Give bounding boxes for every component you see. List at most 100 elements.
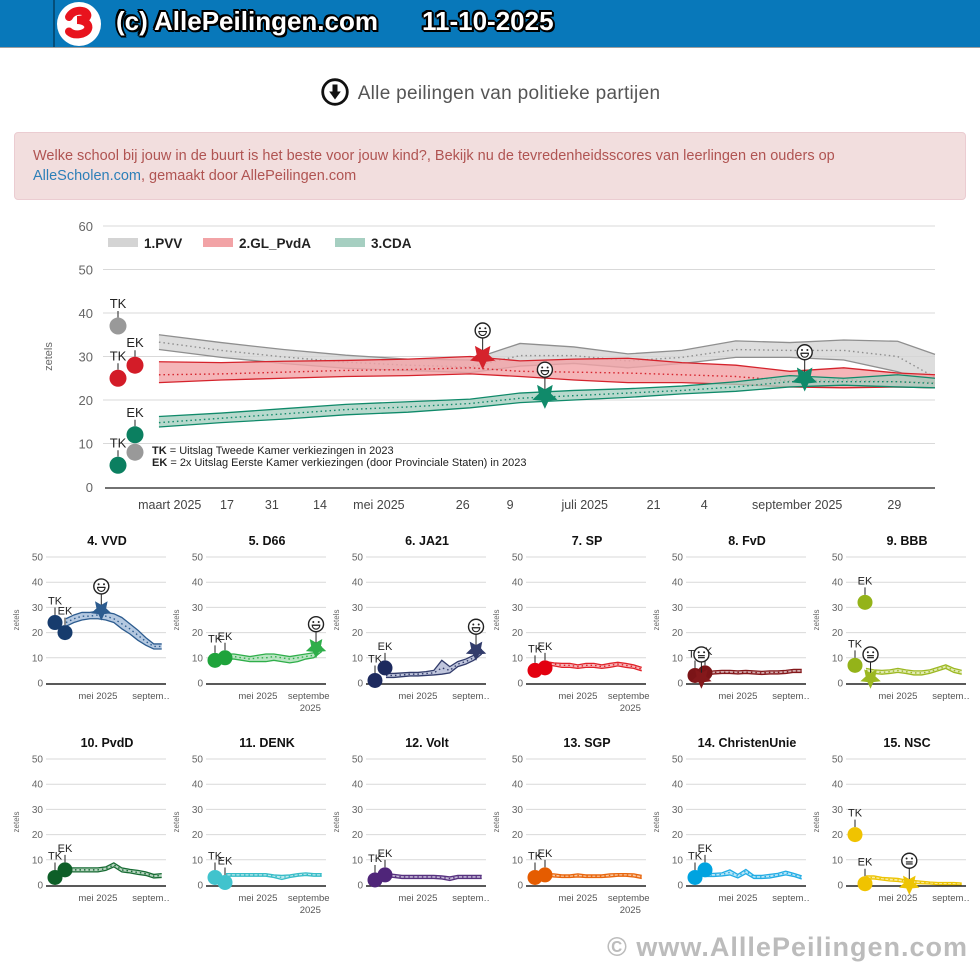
y-tick-label: 10	[352, 653, 364, 664]
party-chart-svg: 10. PvdD 0 10 20 30 40 50 zetels mei 2025 septem……	[12, 736, 173, 904]
ek-result-dot	[57, 625, 73, 641]
tk-ek-note: TK = Uitslag Tweede Kamer verkiezingen i…	[152, 445, 394, 457]
y-tick-label: 40	[672, 780, 684, 791]
y-tick-label: 60	[79, 219, 93, 234]
x-tick-label: mei 2025	[558, 691, 597, 702]
panel-title: 4. VVD	[87, 534, 127, 548]
x-tick-label: mei 2025	[398, 893, 437, 904]
y-axis-title: zetels	[12, 610, 21, 631]
tk-label: TK	[48, 850, 63, 862]
x-tick-label: mei 2025	[238, 691, 277, 702]
tk-label: TK	[110, 296, 127, 311]
main-chart-svg: 0 10 20 30 40 50 60 zetels 1.PVV 2.GL_PvdA 3.CDA ma…	[43, 219, 936, 512]
ek-label: EK	[538, 641, 553, 653]
party-panel-15-nsc: 15. NSC 0 10 20 30 40 50 zetels mei 2025 septem… T…	[810, 731, 973, 927]
logo-icon	[57, 2, 101, 46]
poll-average-line	[65, 614, 162, 648]
y-tick-label: 50	[192, 755, 204, 766]
party-panel-10-pvdd: 10. PvdD 0 10 20 30 40 50 zetels mei 2025 septem……	[10, 731, 173, 927]
ek-result-dot	[126, 426, 144, 444]
y-axis-title: zetels	[172, 812, 181, 833]
neutral-face-icon	[862, 646, 879, 663]
x-tick-label: septem…	[932, 691, 970, 702]
y-tick-label: 10	[32, 855, 44, 866]
tk-label: TK	[208, 850, 223, 862]
y-tick-label: 40	[352, 780, 364, 791]
party-chart-svg: 7. SP 0 10 20 30 40 50 zetels mei 2025 september2…	[492, 534, 653, 714]
ek-result-dot	[697, 862, 713, 878]
y-tick-label: 0	[517, 881, 523, 892]
x-tick-label: 21	[647, 498, 661, 512]
x-tick-label: 2025	[300, 905, 321, 916]
x-tick-label: mei 2025	[353, 498, 404, 512]
y-axis-title: zetels	[332, 812, 341, 833]
y-tick-label: 0	[357, 679, 363, 690]
y-tick-label: 0	[357, 881, 363, 892]
y-tick-label: 30	[672, 603, 684, 614]
ek-result-dot	[537, 660, 553, 676]
y-tick-label: 50	[79, 263, 93, 278]
y-tick-label: 30	[512, 603, 524, 614]
y-tick-label: 0	[837, 881, 843, 892]
subtitle-row: Alle peilingen van politieke partijen	[0, 76, 980, 112]
y-tick-label: 40	[512, 780, 524, 791]
event-star-marker	[691, 669, 712, 689]
x-tick-label: septem…	[132, 893, 170, 904]
ek-result-dot	[57, 862, 73, 878]
series-band	[385, 648, 483, 679]
x-tick-label: septem…	[772, 893, 810, 904]
x-tick-label: mei 2025	[558, 893, 597, 904]
x-tick-label: mei 2025	[398, 691, 437, 702]
x-tick-label: septem…	[452, 893, 490, 904]
y-axis-title: zetels	[812, 812, 821, 833]
y-tick-label: 30	[192, 603, 204, 614]
tk-label: TK	[368, 853, 383, 865]
y-tick-label: 0	[837, 679, 843, 690]
x-tick-label: 17	[220, 498, 234, 512]
happy-face-icon	[467, 618, 485, 635]
allescholen-link[interactable]: AlleScholen.com	[33, 168, 141, 184]
legend-swatch	[108, 238, 138, 247]
party-chart-svg: 4. VVD 0 10 20 30 40 50 zetels mei 2025 septem… TK…	[12, 534, 173, 702]
happy-face-icon	[796, 344, 813, 361]
tk-result-dot	[847, 657, 863, 673]
notice-banner: Welke school bij jouw in de buurt is het…	[14, 132, 966, 200]
y-tick-label: 20	[79, 393, 93, 408]
party-chart-svg: 11. DENK 0 10 20 30 40 50 zetels mei 2025 septemb…	[172, 736, 333, 916]
y-tick-label: 40	[32, 578, 44, 589]
y-tick-label: 0	[197, 679, 203, 690]
y-tick-label: 20	[672, 628, 684, 639]
y-tick-label: 20	[192, 628, 204, 639]
x-tick-label: mei 2025	[238, 893, 277, 904]
ek-result-dot	[217, 874, 233, 890]
event-star-marker	[470, 345, 496, 370]
happy-face-icon	[307, 616, 325, 633]
main-chart: 0 10 20 30 40 50 60 zetels 1.PVV 2.GL_PvdA 3.CDA ma…	[0, 216, 980, 523]
legend-label: 1.PVV	[144, 236, 182, 251]
y-tick-label: 20	[832, 628, 844, 639]
event-star-marker	[465, 641, 487, 661]
tk-label: TK	[848, 638, 863, 650]
x-tick-label: septem…	[132, 691, 170, 702]
tk-label: TK	[688, 850, 703, 862]
y-axis-title: zetels	[492, 610, 501, 631]
x-tick-label: mei 2025	[78, 691, 117, 702]
party-panel-6-ja21: 6. JA21 0 10 20 30 40 50 zetels mei 2025 septem… T…	[330, 529, 493, 725]
ek-label: EK	[126, 335, 144, 350]
y-tick-label: 30	[832, 603, 844, 614]
y-tick-label: 10	[512, 653, 524, 664]
tk-result-dot	[847, 827, 863, 843]
y-tick-label: 30	[672, 805, 684, 816]
ek-result-dot	[537, 867, 553, 883]
party-panel-4-vvd: 4. VVD 0 10 20 30 40 50 zetels mei 2025 septem… TK…	[10, 529, 173, 725]
poll-band	[65, 611, 162, 649]
series-band	[385, 872, 482, 882]
x-tick-label: mei 2025	[718, 691, 757, 702]
y-tick-label: 50	[512, 553, 524, 564]
y-tick-label: 50	[32, 553, 44, 564]
panel-title: 13. SGP	[563, 736, 610, 750]
party-chart-svg: 9. BBB 0 10 20 30 40 50 zetels mei 2025 septem… TK…	[812, 534, 973, 702]
ek-result-dot	[377, 867, 393, 883]
